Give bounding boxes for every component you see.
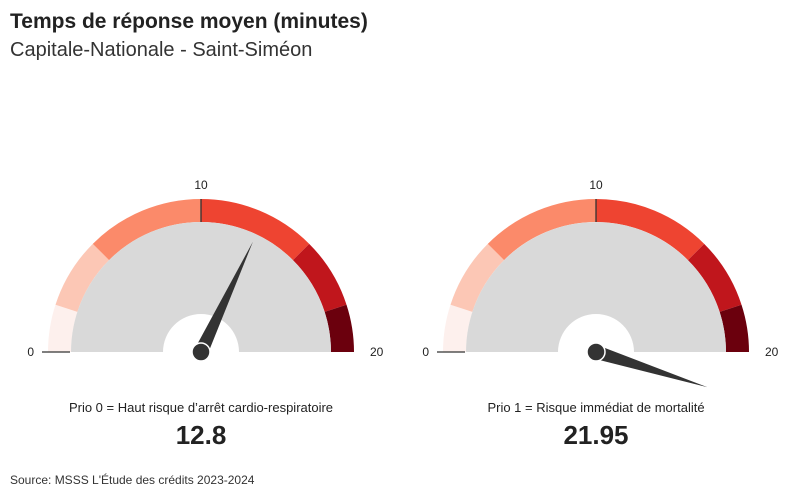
source-note: Source: MSSS L'Étude des crédits 2023-20… bbox=[10, 473, 255, 487]
gauge-1-band-2 bbox=[55, 243, 110, 312]
gauge-2-inner-area bbox=[466, 222, 726, 352]
gauge-1-band-1 bbox=[48, 304, 78, 352]
gauge-1-value: 12.8 bbox=[175, 420, 227, 450]
gauge-2-tick-label-1: 0 bbox=[422, 345, 429, 359]
gauge-2-tick-label-2: 10 bbox=[589, 178, 603, 192]
gauge-2-tick-label-3: 20 bbox=[765, 345, 779, 359]
gauge-2-label: Prio 1 = Risque immédiat de mortalité bbox=[487, 400, 705, 415]
gauge-1-band-3 bbox=[92, 199, 201, 261]
chart-subtitle: Capitale-Nationale - Saint-Siméon bbox=[10, 39, 313, 61]
gauge-2-band-2 bbox=[450, 243, 505, 312]
gauge-1-tick-label-1: 0 bbox=[27, 345, 34, 359]
gauge-1-tick-label-3: 20 bbox=[370, 345, 384, 359]
gauge-1-tick-label-2: 10 bbox=[194, 178, 208, 192]
gauge-1-band-4 bbox=[201, 199, 310, 261]
gauge-2-band-4 bbox=[596, 199, 705, 261]
gauge-1-label: Prio 0 = Haut risque d’arrêt cardio-resp… bbox=[68, 400, 334, 415]
gauge-2-needle-hub bbox=[586, 342, 606, 362]
gauge-1-band-5 bbox=[292, 243, 347, 312]
chart-title: Temps de réponse moyen (minutes) bbox=[10, 10, 368, 33]
gauge-1-needle bbox=[194, 241, 253, 355]
gauge-2-band-5 bbox=[687, 243, 742, 312]
gauge-1-inner-area bbox=[71, 222, 331, 352]
gauge-2-band-6 bbox=[719, 304, 749, 352]
gauge-1-needle-hub bbox=[191, 342, 211, 362]
gauge-2-band-1 bbox=[443, 304, 473, 352]
gauge-1-band-6 bbox=[324, 304, 354, 352]
gauge-2-band-3 bbox=[487, 199, 596, 261]
gauge-2-value: 21.95 bbox=[563, 420, 629, 450]
gauge-2-needle bbox=[593, 345, 708, 388]
